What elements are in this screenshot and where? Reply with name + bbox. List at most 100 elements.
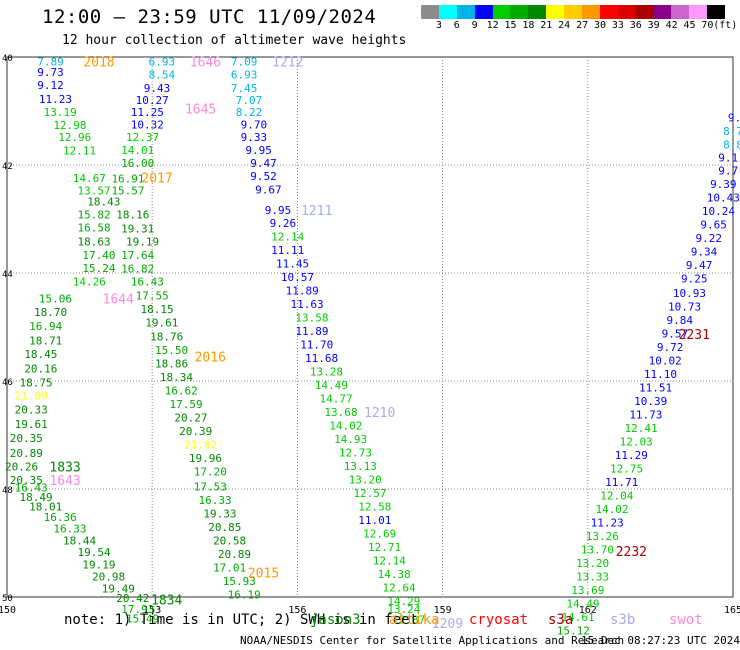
legend-item-cryosat: cryosat: [469, 612, 529, 628]
longitude-tick-label: 156: [288, 605, 306, 616]
satellite-legend: jason3 altika cryosat s3a s3b swot: [0, 612, 740, 630]
colorbar-label: 70: [701, 20, 714, 31]
wave-height-value: 12.96: [58, 131, 91, 144]
wave-height-value: 19.96: [189, 452, 222, 465]
track-time-label: 1209: [432, 617, 463, 632]
wave-height-value: 12.71: [368, 541, 401, 554]
wave-height-value: 16.91: [111, 173, 144, 186]
wave-height-value: 13.33: [576, 570, 609, 583]
colorbar-label: 18: [522, 20, 535, 31]
wave-height-value: 11.25: [131, 106, 164, 119]
colorbar-swatch: [456, 5, 475, 19]
wave-height-value: 15.50: [155, 344, 188, 357]
wave-height-value: 9.25: [681, 272, 708, 285]
wave-height-value: 20.89: [218, 548, 251, 561]
wave-height-value: 20.89: [10, 447, 43, 460]
wave-height-value: 11.71: [605, 476, 638, 489]
legend-item-jason3: jason3: [310, 612, 361, 628]
note-text: note: 1) Time is in UTC; 2) SWH is in fe…: [64, 612, 419, 628]
wave-height-value: 20.58: [213, 534, 246, 547]
wave-height-value: 9.70: [241, 119, 268, 132]
wave-height-value: 18.43: [87, 196, 120, 209]
colorbar-label: 42: [665, 20, 678, 31]
wave-height-value: 16.19: [228, 588, 261, 601]
colorbar-swatch: [599, 5, 618, 19]
wave-height-value: 16.82: [121, 263, 154, 276]
longitude-tick-label: 165: [724, 605, 740, 616]
wave-height-value: 14.38: [378, 568, 411, 581]
wave-height-value: 13.20: [349, 473, 382, 486]
wave-height-value: 11.89: [295, 325, 328, 338]
colorbar-label: 27: [576, 20, 589, 31]
wave-height-value: 16.58: [78, 222, 111, 235]
wave-height-value: 13.70: [581, 543, 614, 556]
wave-height-value: 18.15: [140, 303, 173, 316]
wave-height-value: 9.67: [255, 183, 282, 196]
wave-height-value: 13.28: [310, 365, 343, 378]
wave-height-value: 17.55: [136, 290, 169, 303]
wave-height-value: 15.57: [111, 184, 144, 197]
wave-height-value: 18.44: [63, 534, 96, 547]
wave-height-value: 13.20: [576, 557, 609, 570]
wave-height-value: 20.35: [10, 432, 43, 445]
wave-height-value: 11.68: [305, 352, 338, 365]
colorbar-swatch: [474, 5, 493, 19]
wave-height-value: 13.13: [344, 460, 377, 473]
wave-height-value: 20.98: [92, 570, 125, 583]
wave-height-value: 10.57: [281, 271, 314, 284]
wave-height-value: 12.37: [126, 131, 159, 144]
wave-height-value: 11.29: [615, 449, 648, 462]
wave-height-value: 15.93: [223, 575, 256, 588]
colorbar-swatch: [582, 5, 600, 19]
colorbar-swatch: [635, 5, 654, 19]
wave-height-value: 16.94: [29, 320, 62, 333]
wave-height-value: 13.69: [571, 584, 604, 597]
wave-height-value: 12.98: [53, 119, 86, 132]
wave-height-value: 12.41: [624, 422, 657, 435]
wave-height-value: 9.33: [241, 131, 268, 144]
wave-height-value: 9.84: [667, 314, 694, 327]
wave-height-value: 18.70: [34, 306, 67, 319]
colorbar-swatch: [421, 5, 439, 19]
wave-height-value: 20.35: [10, 474, 43, 487]
wave-height-value: 14.49: [315, 379, 348, 392]
wave-height-value: 7.89: [37, 55, 64, 68]
wave-height-value: 12.75: [610, 462, 643, 475]
wave-height-value: 20.39: [179, 425, 212, 438]
track-time-label: 1834: [151, 594, 182, 609]
wave-height-value: 18.49: [19, 491, 52, 504]
wave-height-value: 14.02: [329, 419, 362, 432]
colorbar-swatch: [492, 5, 511, 19]
wave-height-value: 9.73: [37, 66, 64, 79]
latitude-tick-label: 50: [2, 594, 13, 604]
track-time-label: 1646: [190, 55, 221, 70]
wave-height-value: 11.01: [358, 514, 391, 527]
wave-height-value: 17.20: [194, 466, 227, 479]
map-subtitle: 12 hour collection of altimeter wave hei…: [62, 33, 407, 48]
wave-height-value: 15.12: [557, 624, 590, 637]
wave-height-value: 20.26: [5, 460, 38, 473]
wave-height-value: 20.33: [15, 404, 48, 417]
wave-height-value: 19.61: [145, 317, 178, 330]
wave-height-value: 11.63: [291, 298, 324, 311]
colorbar-label: (ft): [713, 20, 738, 31]
wave-height-value: 14.26: [73, 276, 106, 289]
map-frame: [6, 56, 734, 598]
wave-height-value: 9.47: [686, 259, 713, 272]
wave-height-value: 19.49: [102, 582, 135, 595]
wave-height-value: 20.42: [116, 592, 149, 605]
wave-height-value: 10.93: [673, 287, 706, 300]
track-time-label: 1833: [49, 460, 80, 475]
wave-height-value: 6.93: [231, 68, 258, 81]
colorbar-swatch: [564, 5, 583, 19]
wave-height-value: 11.10: [644, 368, 677, 381]
track-time-label: 2015: [248, 567, 279, 582]
wave-height-value: 18.16: [116, 209, 149, 222]
track-time-label: 1645: [185, 102, 216, 117]
wave-height-value: 14.02: [595, 503, 628, 516]
wave-height-value: 11.23: [39, 93, 72, 106]
map-title: 12:00 – 23:59 UTC 11/09/2024: [42, 6, 377, 28]
wave-height-value: 9.95: [265, 204, 292, 217]
wave-height-value: 9.34: [691, 245, 718, 258]
legend-item-altika: altika: [389, 612, 440, 628]
